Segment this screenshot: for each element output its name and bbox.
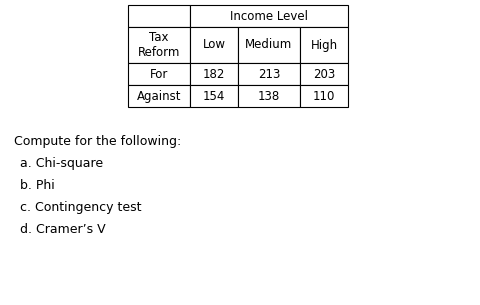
Bar — [190, 27, 238, 63]
Bar — [190, 5, 348, 27]
Text: b. Phi: b. Phi — [20, 179, 55, 192]
Bar — [128, 63, 190, 85]
Text: 138: 138 — [258, 89, 280, 102]
Text: For: For — [150, 67, 168, 81]
Text: 154: 154 — [203, 89, 225, 102]
Bar — [300, 85, 348, 107]
Text: a. Chi-square: a. Chi-square — [20, 157, 103, 170]
Text: 182: 182 — [203, 67, 225, 81]
Text: Income Level: Income Level — [230, 9, 308, 23]
Text: 203: 203 — [313, 67, 335, 81]
Text: Against: Against — [137, 89, 181, 102]
Text: Medium: Medium — [245, 38, 293, 52]
Text: Tax
Reform: Tax Reform — [138, 31, 180, 59]
Bar — [238, 85, 300, 107]
Bar — [128, 5, 190, 27]
Bar — [238, 63, 300, 85]
Bar — [128, 85, 190, 107]
Bar — [300, 63, 348, 85]
Text: Low: Low — [203, 38, 226, 52]
Text: c. Contingency test: c. Contingency test — [20, 201, 142, 214]
Text: d. Cramer’s V: d. Cramer’s V — [20, 223, 106, 236]
Bar — [128, 27, 190, 63]
Text: High: High — [311, 38, 337, 52]
Text: 213: 213 — [258, 67, 280, 81]
Bar — [300, 27, 348, 63]
Bar — [190, 63, 238, 85]
Bar — [190, 85, 238, 107]
Text: Compute for the following:: Compute for the following: — [14, 135, 181, 148]
Text: 110: 110 — [313, 89, 335, 102]
Bar — [238, 27, 300, 63]
